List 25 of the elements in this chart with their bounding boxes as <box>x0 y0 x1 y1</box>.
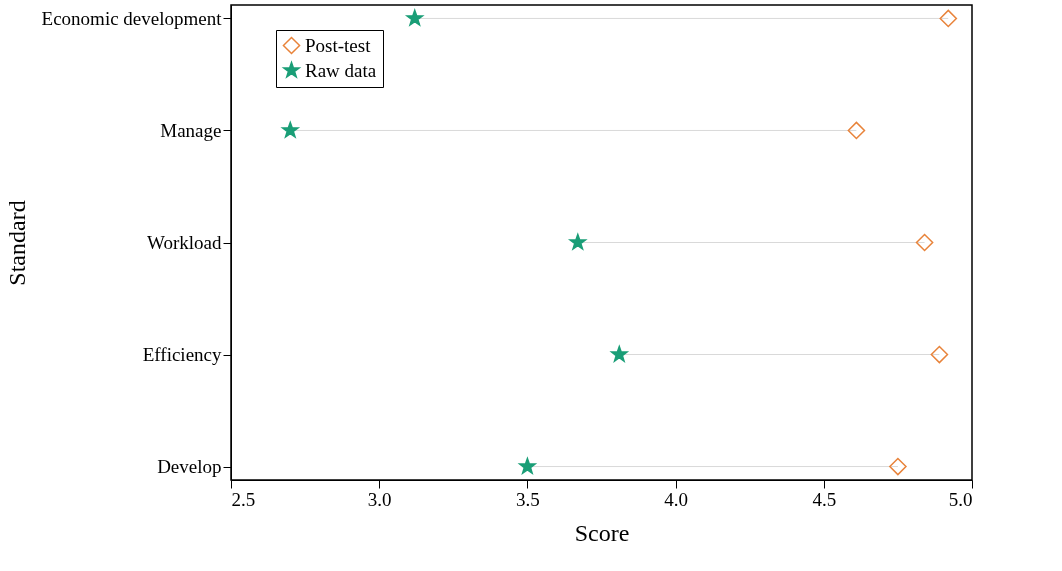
y-tick-label: Develop <box>157 456 222 478</box>
y-tick-label: Efficiency <box>142 344 222 366</box>
point <box>281 121 299 138</box>
y-axis-title: Standard <box>3 200 30 286</box>
x-tick-label: 5.0 <box>948 488 973 510</box>
x-axis-title: Score <box>574 519 630 546</box>
x-tick-label: 2.5 <box>231 488 256 510</box>
point <box>610 345 628 362</box>
x-tick-label: 4.0 <box>664 488 688 510</box>
y-tick-label: Workload <box>147 232 222 253</box>
legend-label: Raw data <box>305 59 377 81</box>
x-tick-label: 3.0 <box>367 488 392 510</box>
point <box>518 457 536 474</box>
point <box>930 345 949 364</box>
point <box>915 233 934 252</box>
point <box>939 9 958 28</box>
x-tick-label: 4.5 <box>812 488 837 510</box>
point <box>569 233 587 250</box>
point <box>406 9 424 26</box>
x-tick-label: 3.5 <box>516 488 540 510</box>
legend-label: Post-test <box>305 34 372 56</box>
point <box>889 457 907 476</box>
y-tick-label: Manage <box>160 119 222 141</box>
point <box>847 121 866 140</box>
y-tick-label: Economic development <box>41 7 223 29</box>
